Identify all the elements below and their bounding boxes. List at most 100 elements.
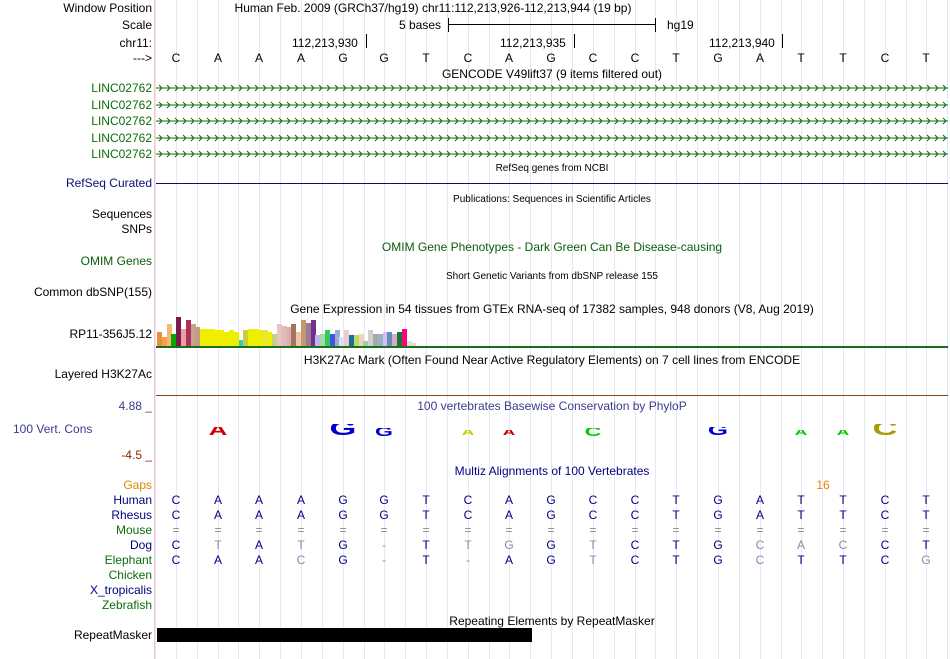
gencode-gene-feature[interactable] <box>156 100 948 110</box>
gtex-tissue-bar[interactable] <box>407 341 412 346</box>
gtex-tissue-bar[interactable] <box>387 332 392 346</box>
species-label-elephant[interactable]: Elephant <box>104 553 152 567</box>
species-label-x_tropicalis[interactable]: X_tropicalis <box>89 583 152 597</box>
gtex-baseline <box>156 346 948 348</box>
conservation-track-title: 100 vertebrates Basewise Conservation by… <box>417 399 687 413</box>
gtex-tissue-bar[interactable] <box>200 329 205 346</box>
strand-arrow <box>166 117 171 125</box>
sequences-label[interactable]: Sequences <box>91 207 152 221</box>
strand-label[interactable]: ---> <box>133 51 152 65</box>
gencode-gene-label[interactable]: LINC02762 <box>91 81 152 95</box>
gtex-tissue-bar[interactable] <box>287 327 292 346</box>
species-label-zebrafish[interactable]: Zebrafish <box>101 598 152 612</box>
gtex-tissue-bar[interactable] <box>402 329 407 346</box>
gtex-tissue-bar[interactable] <box>301 320 306 346</box>
gaps-label[interactable]: Gaps <box>123 478 152 492</box>
gtex-tissue-bar[interactable] <box>248 329 253 346</box>
strand-arrow <box>454 134 459 141</box>
gtex-tissue-bar[interactable] <box>344 330 349 346</box>
gtex-tissue-bar[interactable] <box>210 329 215 346</box>
gtex-gene-label[interactable]: RP11-356J5.12 <box>69 327 153 341</box>
gtex-tissue-bar[interactable] <box>349 335 354 346</box>
gtex-tissue-bar[interactable] <box>368 330 373 346</box>
gtex-tissue-bar[interactable] <box>167 324 172 346</box>
species-label-rhesus[interactable]: Rhesus <box>111 508 152 522</box>
gencode-gene-label[interactable]: LINC02762 <box>91 130 152 145</box>
layered-h3k27ac-label[interactable]: Layered H3K27Ac <box>54 367 152 381</box>
gtex-tissue-bar[interactable] <box>315 335 320 346</box>
gtex-tissue-bar[interactable] <box>296 332 301 346</box>
gtex-tissue-bar[interactable] <box>291 324 296 346</box>
gtex-tissue-bar[interactable] <box>392 334 397 346</box>
gencode-gene-feature[interactable] <box>156 133 948 143</box>
gencode-gene-feature[interactable] <box>156 116 948 126</box>
gtex-tissue-bar[interactable] <box>411 343 416 346</box>
gtex-tissue-bar[interactable] <box>373 334 378 346</box>
gtex-tissue-bar[interactable] <box>171 334 176 346</box>
gtex-tissue-bar[interactable] <box>219 330 224 346</box>
snps-label[interactable]: SNPs <box>121 222 152 236</box>
gtex-tissue-bar[interactable] <box>205 329 210 346</box>
gtex-tissue-bar[interactable] <box>277 324 282 346</box>
gtex-tissue-bar[interactable] <box>354 335 359 346</box>
gtex-tissue-bar[interactable] <box>263 330 268 346</box>
gtex-tissue-bar[interactable] <box>162 337 167 346</box>
gtex-tissue-bar[interactable] <box>215 330 220 346</box>
strand-arrow <box>830 84 835 92</box>
repeat-element-block[interactable] <box>157 628 532 642</box>
gtex-tissue-bar[interactable] <box>234 332 239 346</box>
strand-arrow <box>486 101 491 108</box>
repeatmasker-label[interactable]: RepeatMasker <box>73 628 152 642</box>
species-label-mouse[interactable]: Mouse <box>115 523 152 537</box>
conservation-letter: A <box>794 430 808 436</box>
gtex-tissue-bar[interactable] <box>191 324 196 346</box>
gtex-tissue-bar[interactable] <box>258 330 263 346</box>
strand-arrow <box>174 101 179 108</box>
gtex-tissue-bar[interactable] <box>363 341 368 346</box>
gencode-gene-label[interactable]: LINC02762 <box>91 97 152 112</box>
aligned-base: T <box>422 553 430 567</box>
gtex-tissue-bar[interactable] <box>306 323 311 346</box>
species-label-human[interactable]: Human <box>113 493 152 507</box>
strand-arrow <box>782 101 787 108</box>
gtex-tissue-bar[interactable] <box>378 334 383 346</box>
species-label-chicken[interactable]: Chicken <box>108 568 152 582</box>
gtex-tissue-bar[interactable] <box>359 334 364 346</box>
gtex-tissue-bar[interactable] <box>339 337 344 346</box>
refseq-feature-line[interactable] <box>156 183 948 184</box>
gtex-tissue-bar[interactable] <box>330 334 335 346</box>
gencode-gene-label[interactable]: LINC02762 <box>91 114 152 128</box>
strand-arrow <box>822 101 827 108</box>
gencode-gene-feature[interactable] <box>156 83 948 93</box>
gtex-tissue-bar[interactable] <box>229 330 234 346</box>
gtex-tissue-bar[interactable] <box>320 334 325 346</box>
gtex-tissue-bar[interactable] <box>282 326 287 346</box>
conservation-label[interactable]: 100 Vert. Cons <box>13 422 93 436</box>
gencode-gene-feature[interactable] <box>156 149 948 159</box>
aligned-base: A <box>755 508 764 522</box>
common-dbsnp-label[interactable]: Common dbSNP(155) <box>33 285 152 299</box>
gtex-tissue-bar[interactable] <box>224 332 229 346</box>
strand-arrow <box>910 150 915 158</box>
refseq-curated-label[interactable]: RefSeq Curated <box>65 176 152 190</box>
gtex-tissue-bar[interactable] <box>176 317 181 346</box>
gtex-tissue-bar[interactable] <box>253 329 258 346</box>
gtex-tissue-bar[interactable] <box>383 332 388 346</box>
gtex-tissue-bar[interactable] <box>335 330 340 346</box>
gtex-tissue-bar[interactable] <box>186 320 191 346</box>
species-label-dog[interactable]: Dog <box>129 538 152 552</box>
gtex-tissue-bar[interactable] <box>239 340 244 346</box>
gtex-tissue-bar[interactable] <box>157 332 162 346</box>
gtex-tissue-bar[interactable] <box>243 330 248 346</box>
strand-arrow <box>838 84 843 92</box>
gtex-tissue-bar[interactable] <box>325 330 330 346</box>
gtex-tissue-bar[interactable] <box>272 334 277 346</box>
gtex-tissue-bar[interactable] <box>267 332 272 346</box>
gtex-tissue-bar[interactable] <box>195 327 200 346</box>
gtex-tissue-bar[interactable] <box>311 320 316 346</box>
aligned-base: T <box>422 508 430 522</box>
gtex-tissue-bar[interactable] <box>397 332 402 346</box>
gtex-tissue-bar[interactable] <box>181 329 186 346</box>
gencode-gene-label[interactable]: LINC02762 <box>91 147 152 161</box>
omim-genes-label[interactable]: OMIM Genes <box>80 254 152 268</box>
